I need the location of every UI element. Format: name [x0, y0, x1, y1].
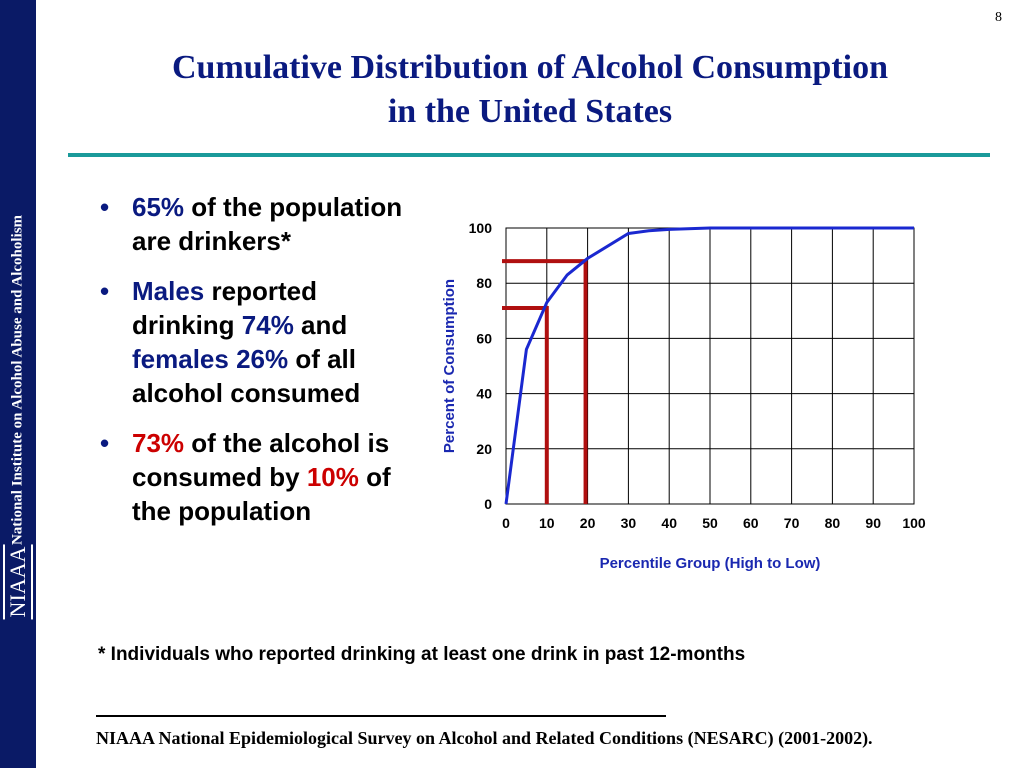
bullet-gender-text-2: and	[293, 310, 348, 340]
bullet-concentration: 73% of the alcohol is consumed by 10% of…	[100, 426, 410, 528]
x-tick-labels: 0 10 20 30 40 50 60 70 80 90 100	[502, 515, 926, 531]
x-tick-label: 0	[502, 515, 510, 531]
title-divider	[68, 153, 990, 157]
x-tick-label: 70	[784, 515, 800, 531]
series-line-cumulative	[504, 226, 914, 505]
footnote: * Individuals who reported drinking at l…	[98, 644, 746, 665]
bullet-population-pct: 10%	[306, 462, 359, 492]
bullet-list: 65% of the population are drinkers* Male…	[100, 190, 410, 544]
sidebar-org-name: National Institute on Alcohol Abuse and …	[9, 214, 26, 546]
reference-marker	[502, 306, 549, 504]
bullet-females-label: females 26%	[132, 344, 289, 374]
chart-grid	[505, 227, 915, 505]
x-tick-label: 100	[902, 515, 926, 531]
page-number: 8	[995, 10, 1002, 25]
y-axis-label: Percent of Consumption	[441, 279, 458, 453]
bullet-alcohol-pct: 73%	[132, 428, 185, 458]
x-tick-label: 50	[702, 515, 718, 531]
x-axis-label: Percentile Group (High to Low)	[600, 555, 821, 572]
x-tick-label: 60	[743, 515, 759, 531]
y-tick-label: 0	[484, 496, 492, 512]
bullet-concentration-text-1: of the alcohol is consumed by	[132, 428, 390, 492]
slide-title-line-1: Cumulative Distribution of Alcohol Consu…	[172, 49, 888, 86]
x-tick-label: 30	[621, 515, 637, 531]
bullet-gender-text-1: reported drinking	[132, 276, 317, 340]
x-tick-label: 40	[661, 515, 677, 531]
bullet-drinkers-text: of the population are drinkers*	[132, 192, 403, 256]
bullet-males-pct: 74%	[241, 310, 294, 340]
source-divider	[96, 715, 666, 717]
bullet-drinkers: 65% of the population are drinkers*	[100, 190, 410, 258]
cumulative-consumption-chart: 0 10 20 30 40 50 60 70 80 90 100 0 20 40 60 80 100 Perc…	[441, 220, 926, 572]
x-tick-label: 10	[539, 515, 555, 531]
x-tick-label: 90	[865, 515, 881, 531]
y-tick-labels: 0 20 40 60 80 100	[469, 220, 493, 512]
y-tick-label: 20	[476, 441, 492, 457]
sidebar: National Institute on Alcohol Abuse and …	[0, 0, 36, 768]
y-tick-label: 80	[476, 275, 492, 291]
source-citation: NIAAA National Epidemiological Survey on…	[96, 728, 873, 748]
y-tick-label: 100	[469, 220, 493, 236]
bullet-drinkers-pct: 65%	[132, 192, 185, 222]
bullet-gender-text-3: of all alcohol consumed	[132, 344, 361, 408]
bullet-concentration-text-2: of the population	[132, 462, 391, 526]
y-tick-label: 60	[476, 330, 492, 346]
niaaa-logo: NIAAA	[3, 544, 33, 620]
x-tick-label: 20	[580, 515, 596, 531]
slide-title-line-2: in the United States	[387, 93, 673, 130]
y-tick-label: 40	[476, 386, 492, 402]
bullet-gender: Males reported drinking 74% and females …	[100, 274, 410, 410]
x-tick-label: 80	[825, 515, 841, 531]
bullet-males-label: Males	[132, 276, 205, 306]
